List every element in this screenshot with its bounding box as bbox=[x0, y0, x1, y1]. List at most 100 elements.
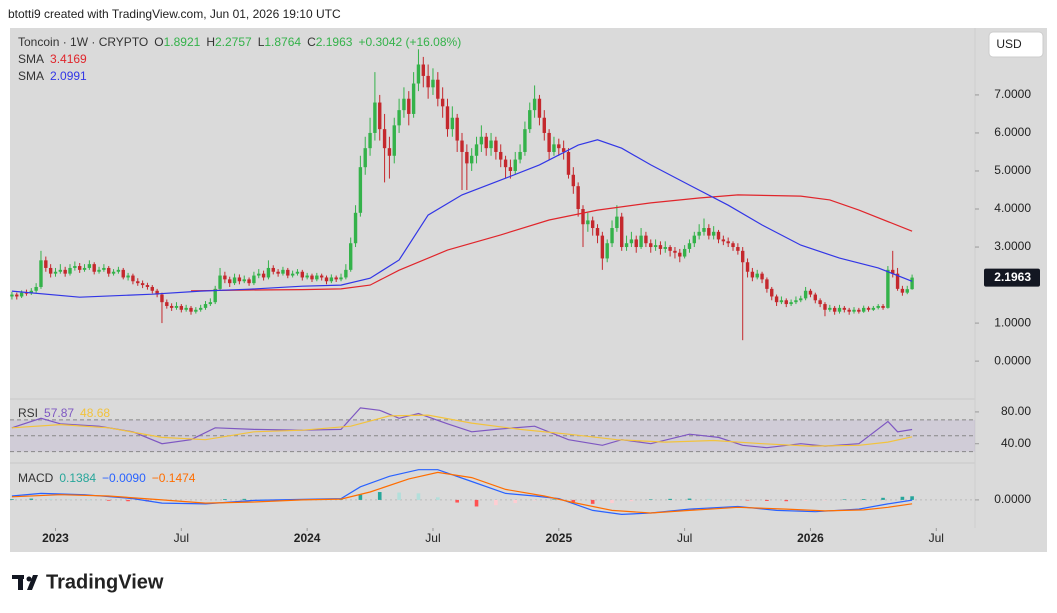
candle-body bbox=[866, 307, 871, 310]
candle-body bbox=[179, 305, 184, 310]
legend-value: 48.68 bbox=[80, 406, 111, 420]
candle-body bbox=[886, 269, 890, 308]
candle-body bbox=[213, 288, 217, 303]
candle-body bbox=[770, 288, 774, 297]
candle-body bbox=[53, 271, 58, 274]
ohlc-item: O1.8921 bbox=[154, 35, 200, 49]
x-tick-label: 2023 bbox=[42, 531, 69, 545]
candle-body bbox=[523, 129, 527, 152]
candle-body bbox=[407, 98, 411, 114]
candle-body bbox=[315, 275, 319, 280]
histogram-bar bbox=[900, 496, 905, 500]
candle-body bbox=[803, 290, 808, 299]
candle-body bbox=[286, 269, 290, 276]
candle-body bbox=[895, 273, 900, 289]
ohlc-value: 1.8764 bbox=[264, 35, 302, 49]
candle-body bbox=[784, 300, 788, 305]
candle-body bbox=[881, 305, 885, 308]
candle-body bbox=[503, 159, 508, 168]
candle-body bbox=[861, 307, 866, 312]
candle-body bbox=[489, 140, 493, 149]
candle-body bbox=[290, 273, 295, 276]
candle-body bbox=[721, 239, 726, 242]
candle-body bbox=[832, 307, 837, 312]
candle-body bbox=[813, 294, 817, 301]
y-tick-label: 4.0000 bbox=[994, 201, 1031, 215]
candle-body bbox=[823, 304, 827, 310]
candle-body bbox=[716, 231, 721, 240]
candle-body bbox=[678, 252, 682, 257]
candle-body bbox=[518, 151, 522, 160]
candle-body bbox=[910, 277, 914, 290]
candle-body bbox=[165, 302, 169, 306]
candle-body bbox=[891, 269, 895, 274]
candle-body bbox=[15, 294, 19, 297]
x-tick-label: 2024 bbox=[294, 531, 321, 545]
candle-body bbox=[121, 269, 125, 278]
candle-body bbox=[136, 281, 140, 284]
candle-body bbox=[799, 298, 803, 301]
histogram-bar bbox=[745, 499, 750, 501]
candle-body bbox=[465, 151, 469, 164]
x-tick-label: Jul bbox=[677, 531, 692, 545]
candle-body bbox=[905, 289, 909, 293]
candle-body bbox=[392, 125, 396, 156]
histogram-bar bbox=[223, 499, 227, 500]
ohlc-value: 2.1963 bbox=[315, 35, 353, 49]
x-tick-label: 2026 bbox=[797, 531, 824, 545]
candle-body bbox=[711, 231, 716, 236]
candle-body bbox=[97, 269, 101, 272]
symbol: Toncoin · 1W · CRYPTO bbox=[18, 35, 149, 49]
candle-body bbox=[237, 277, 242, 282]
ohlc-item: L1.8764 bbox=[258, 35, 301, 49]
candle-body bbox=[837, 307, 842, 312]
candle-body bbox=[184, 307, 188, 310]
candle-body bbox=[508, 167, 513, 171]
candle-body bbox=[697, 231, 701, 236]
candle-body bbox=[203, 304, 208, 308]
candle-body bbox=[484, 136, 488, 149]
ohlc-value: 1.8921 bbox=[163, 35, 201, 49]
candle-body bbox=[595, 228, 600, 236]
candle-body bbox=[571, 174, 576, 187]
y-tick-label: 1.0000 bbox=[994, 315, 1031, 329]
histogram-bar bbox=[87, 499, 92, 501]
candle-body bbox=[736, 247, 740, 251]
candle-body bbox=[339, 277, 343, 280]
candle-body bbox=[852, 309, 856, 312]
candle-body bbox=[252, 275, 256, 284]
candle-body bbox=[368, 132, 372, 149]
candle-body bbox=[266, 267, 271, 278]
candle-body bbox=[634, 239, 638, 248]
histogram-bar bbox=[784, 499, 789, 502]
candle-body bbox=[774, 296, 779, 303]
candle-body bbox=[198, 307, 203, 310]
candle-body bbox=[794, 300, 798, 303]
histogram-bar bbox=[68, 499, 72, 500]
candle-body bbox=[150, 286, 154, 291]
histogram-bar bbox=[48, 498, 53, 500]
candle-body bbox=[232, 277, 237, 284]
candle-body bbox=[387, 148, 392, 156]
histogram-bar bbox=[687, 498, 692, 500]
candle-body bbox=[242, 279, 246, 282]
candle-body bbox=[639, 235, 643, 248]
candle-body bbox=[682, 248, 687, 257]
candle-body bbox=[450, 117, 455, 130]
candle-body bbox=[194, 309, 198, 312]
histogram-bar bbox=[532, 499, 537, 501]
candle-body bbox=[644, 235, 648, 244]
candle-body bbox=[455, 117, 459, 141]
candle-body bbox=[857, 309, 861, 312]
candle-body bbox=[692, 235, 697, 244]
candle-body bbox=[82, 267, 87, 270]
candle-body bbox=[160, 294, 164, 303]
legend-value: 0.1384 bbox=[59, 471, 97, 485]
macd-line bbox=[11, 471, 913, 514]
legend-macd: MACD 0.1384 −0.0090 −0.1474 bbox=[18, 471, 195, 485]
indicator-name: RSI bbox=[18, 406, 39, 420]
candle-body bbox=[547, 132, 551, 152]
candle-body bbox=[77, 266, 82, 270]
